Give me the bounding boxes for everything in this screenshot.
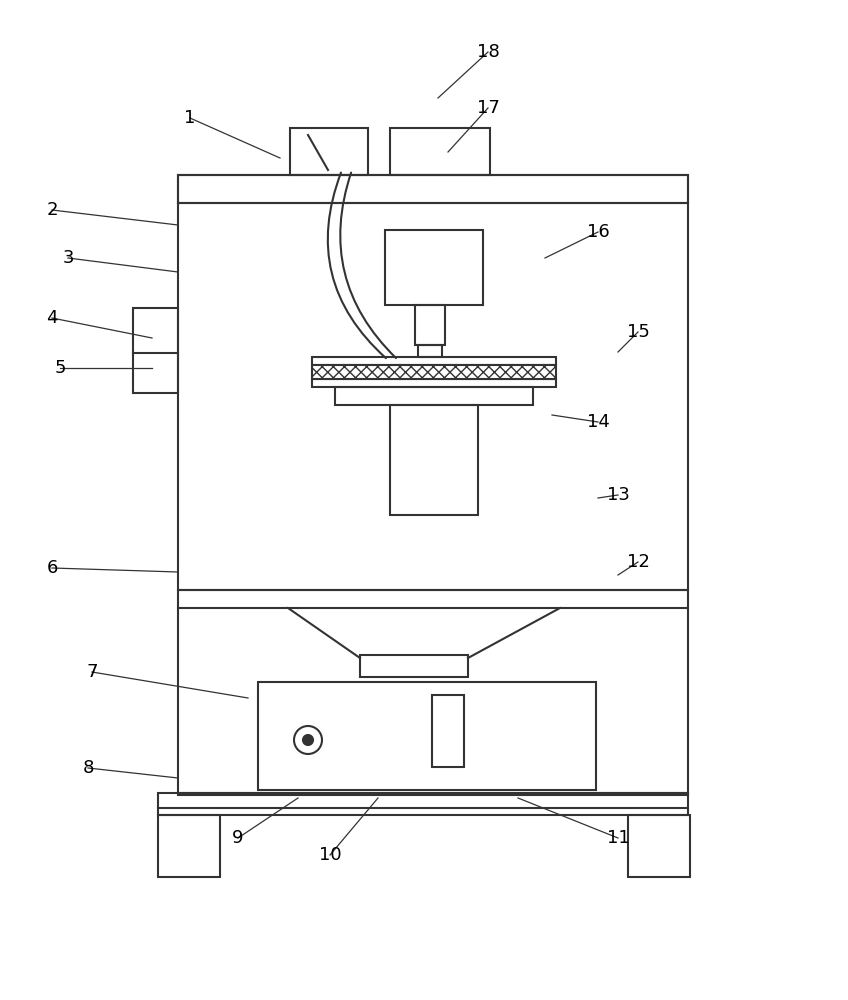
Text: 4: 4 (47, 309, 58, 327)
Text: 14: 14 (587, 413, 610, 431)
Text: 12: 12 (627, 553, 650, 571)
Bar (432, 695, 464, 767)
Text: 5: 5 (54, 359, 66, 377)
Text: 10: 10 (319, 846, 341, 864)
Bar (418, 345, 442, 357)
Bar (360, 655, 468, 677)
Bar (390, 405, 478, 515)
Bar (258, 682, 596, 790)
Bar (158, 815, 220, 877)
Text: 11: 11 (606, 829, 629, 847)
Text: 7: 7 (86, 663, 98, 681)
Text: 16: 16 (587, 223, 610, 241)
Bar (415, 305, 445, 345)
Text: 2: 2 (47, 201, 58, 219)
Bar (178, 175, 688, 590)
Text: 15: 15 (627, 323, 650, 341)
Circle shape (303, 735, 313, 745)
Text: 13: 13 (606, 486, 629, 504)
Text: 6: 6 (47, 559, 58, 577)
Text: 17: 17 (477, 99, 499, 117)
Text: 3: 3 (62, 249, 74, 267)
Text: 9: 9 (232, 829, 243, 847)
Bar (312, 365, 556, 379)
Text: 8: 8 (82, 759, 93, 777)
Bar (312, 379, 556, 387)
Bar (390, 128, 490, 175)
Text: 1: 1 (184, 109, 196, 127)
Bar (628, 815, 690, 877)
FancyArrowPatch shape (328, 173, 386, 358)
Bar (178, 175, 688, 203)
Bar (312, 357, 556, 365)
Text: 18: 18 (477, 43, 499, 61)
Bar (290, 128, 368, 175)
Bar (385, 230, 483, 305)
FancyArrowPatch shape (340, 173, 396, 358)
Bar (158, 793, 688, 815)
Bar (178, 590, 688, 795)
Bar (133, 308, 178, 393)
Bar (335, 387, 533, 405)
